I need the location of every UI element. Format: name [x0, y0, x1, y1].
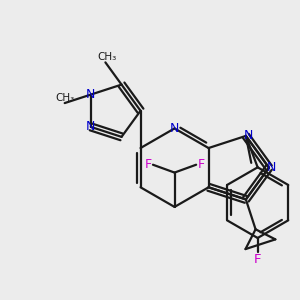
Text: F: F [145, 158, 152, 171]
Text: F: F [254, 253, 261, 266]
Text: CH₃: CH₃ [55, 93, 74, 103]
Text: F: F [197, 158, 205, 171]
Text: N: N [86, 120, 95, 134]
Text: N: N [244, 129, 254, 142]
Text: N: N [86, 88, 95, 101]
Text: N: N [170, 122, 179, 135]
Text: N: N [267, 161, 277, 174]
Text: CH₃: CH₃ [98, 52, 117, 62]
